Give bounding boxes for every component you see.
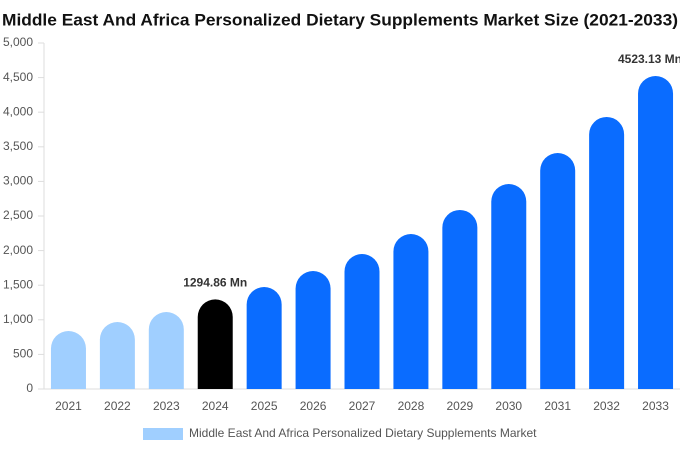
- y-tick-label: 500: [13, 347, 33, 361]
- data-label: 4523.13 Mn: [618, 52, 680, 66]
- x-tick-label: 2022: [104, 399, 131, 413]
- bar: [99, 322, 135, 389]
- bar: [393, 233, 429, 389]
- y-tick-label: 1,500: [3, 277, 33, 291]
- x-tick-label: 2033: [642, 399, 669, 413]
- x-tick-label: 2024: [202, 399, 229, 413]
- bar: [491, 184, 527, 389]
- x-tick-label: 2029: [446, 399, 473, 413]
- x-tick-label: 2030: [495, 399, 522, 413]
- y-tick-label: 4,000: [3, 104, 33, 118]
- y-tick-label: 2,000: [3, 243, 33, 257]
- y-tick-label: 4,500: [3, 70, 33, 84]
- bar: [50, 331, 86, 389]
- bar: [148, 311, 184, 389]
- x-tick-label: 2027: [349, 399, 376, 413]
- bar: [295, 271, 331, 389]
- bar: [638, 75, 674, 390]
- y-tick-label: 1,000: [3, 312, 33, 326]
- x-tick-label: 2026: [300, 399, 327, 413]
- x-tick-label: 2021: [55, 399, 82, 413]
- x-tick-label: 2023: [153, 399, 180, 413]
- legend-swatch: [143, 428, 183, 440]
- bar: [197, 299, 233, 389]
- data-label: 1294.86 Mn: [183, 276, 247, 290]
- bar: [344, 253, 380, 389]
- x-tick-label: 2032: [593, 399, 620, 413]
- bar: [540, 153, 576, 389]
- y-tick-label: 2,500: [3, 208, 33, 222]
- y-tick-label: 3,000: [3, 174, 33, 188]
- bar: [246, 286, 282, 389]
- legend-label: Middle East And Africa Personalized Diet…: [189, 426, 537, 440]
- bar: [589, 116, 625, 389]
- x-tick-label: 2028: [398, 399, 425, 413]
- x-tick-label: 2025: [251, 399, 278, 413]
- y-tick-label: 5,000: [3, 35, 33, 49]
- bar: [442, 209, 478, 389]
- y-tick-label: 0: [26, 381, 33, 395]
- y-tick-label: 3,500: [3, 139, 33, 153]
- x-tick-label: 2031: [544, 399, 571, 413]
- chart-title: Middle East And Africa Personalized Diet…: [2, 10, 678, 29]
